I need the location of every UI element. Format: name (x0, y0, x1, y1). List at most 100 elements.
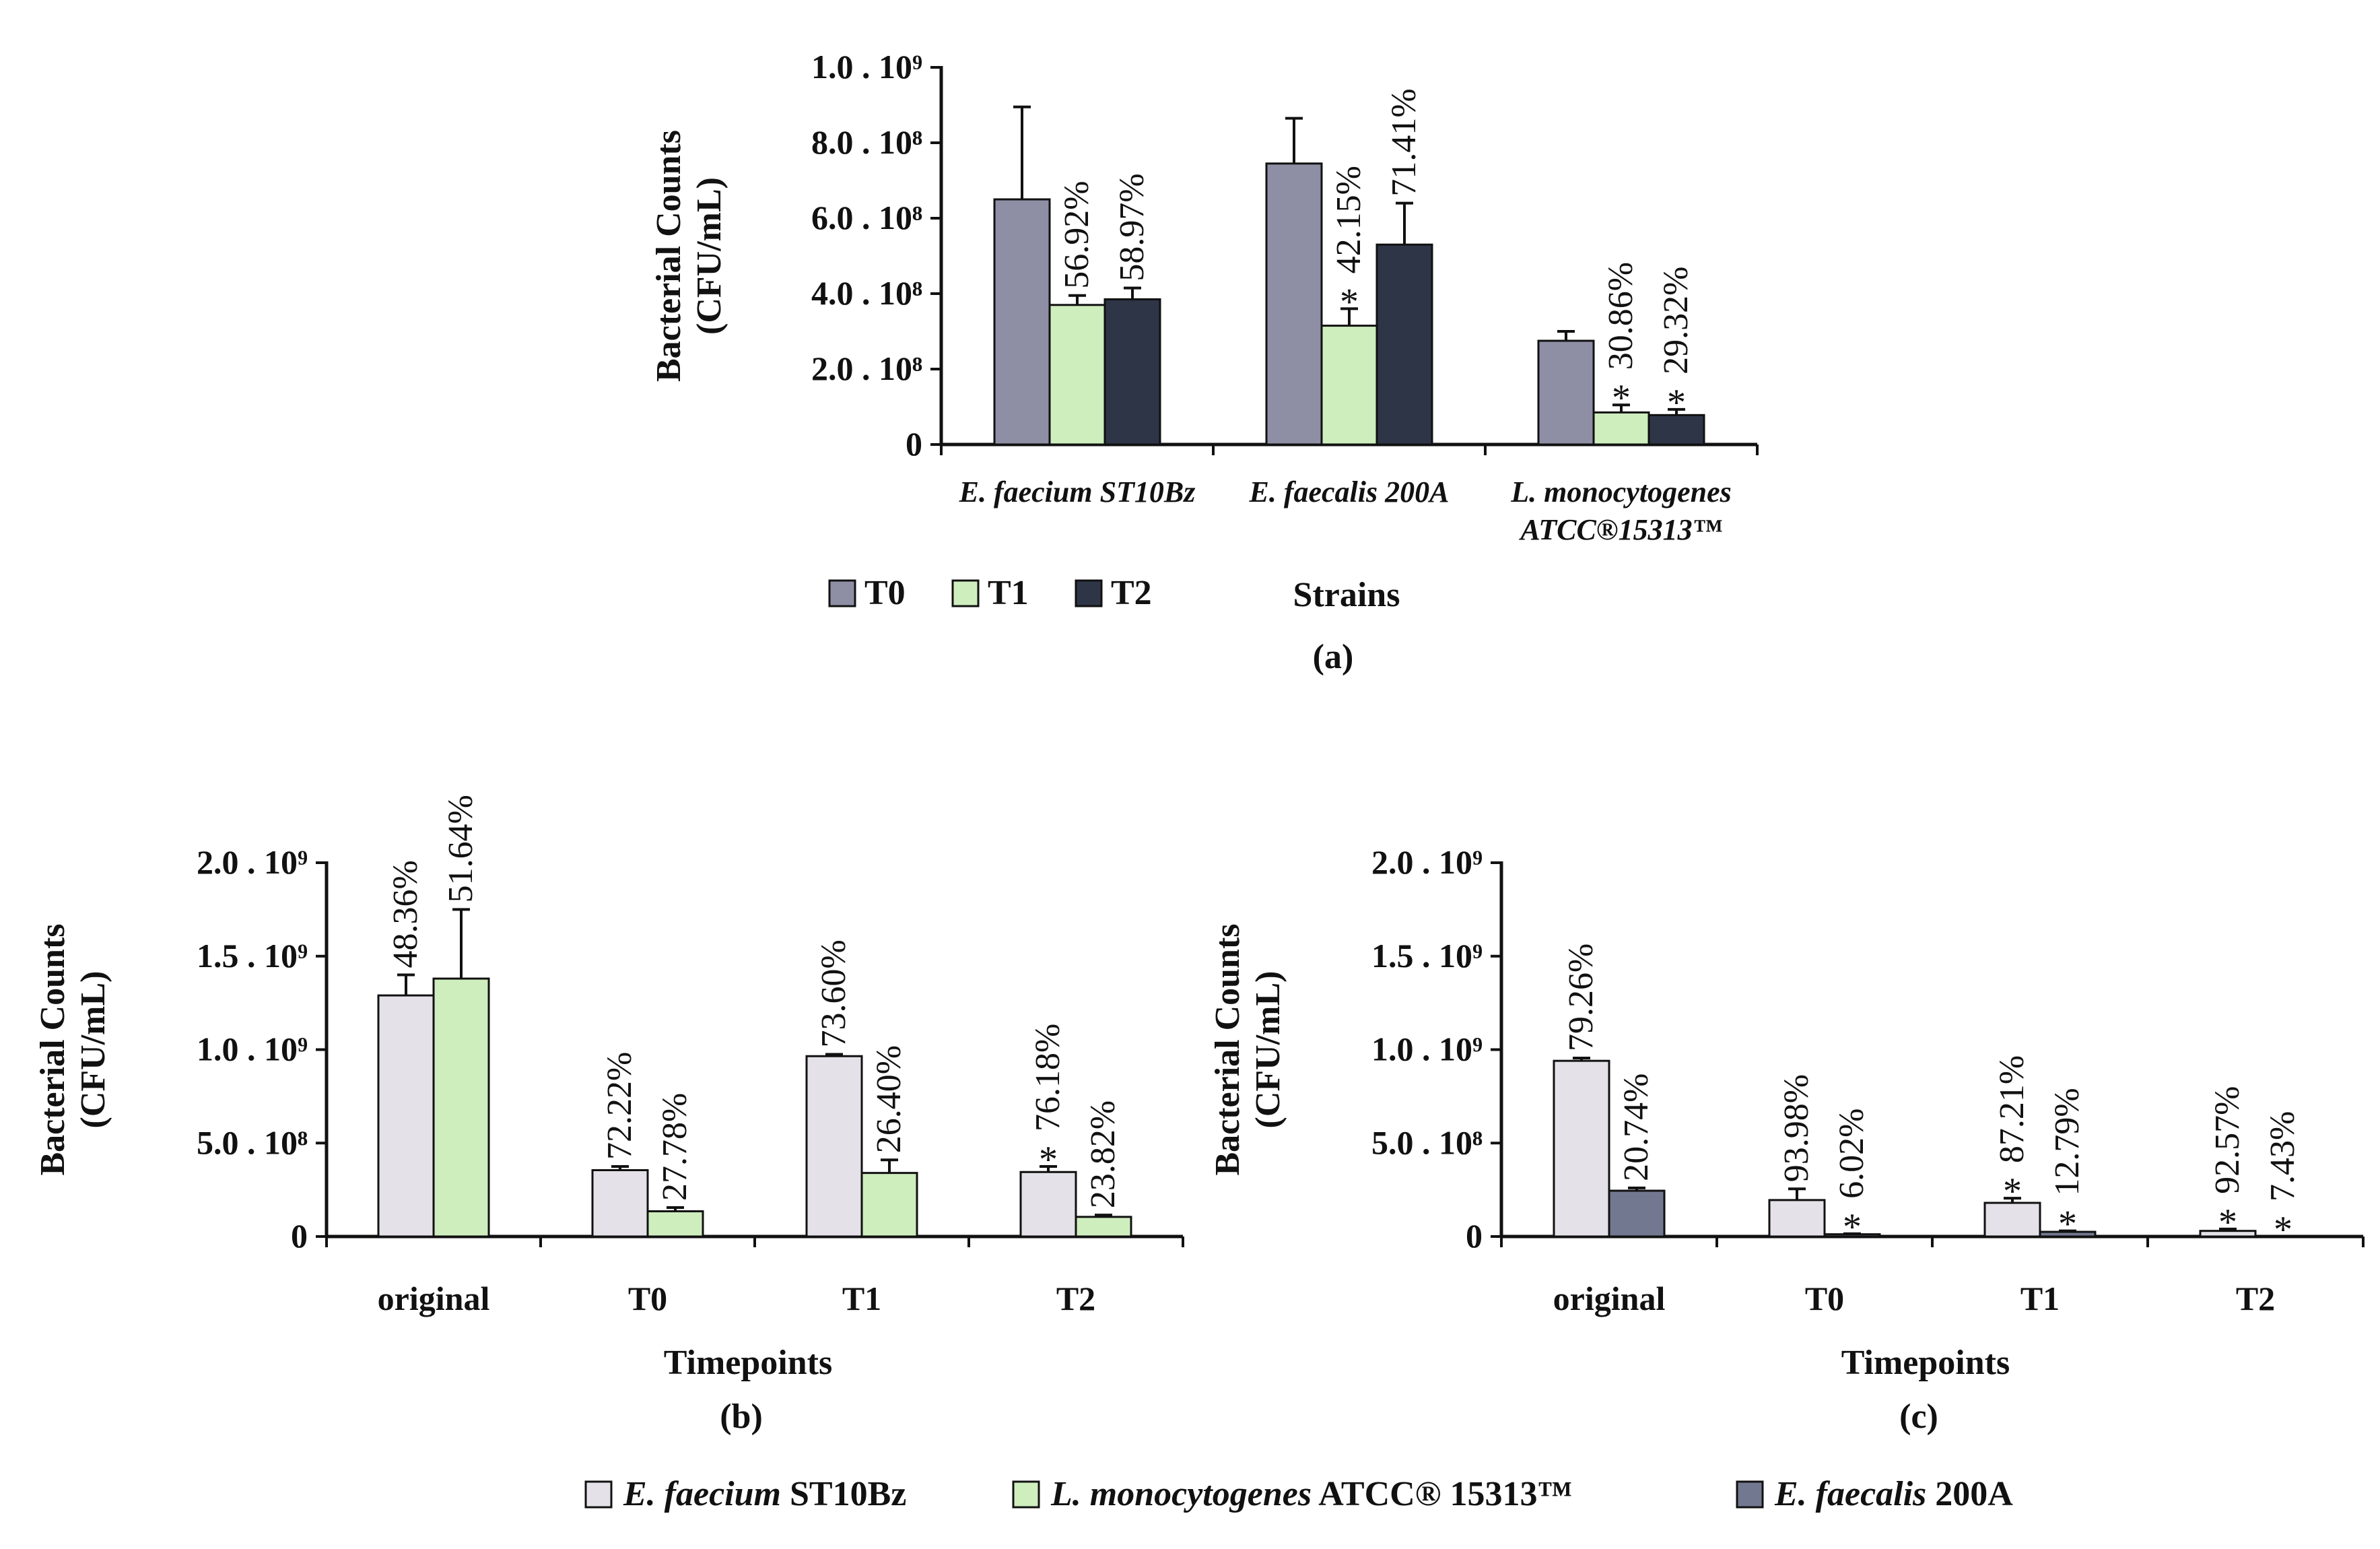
percent-label: 87.21% (1993, 1055, 2031, 1163)
percent-label: 71.41% (1385, 88, 1423, 196)
y-axis-label: (CFU/mL) (1249, 971, 1287, 1129)
legend-swatch (584, 1480, 613, 1509)
chart-c: 0 5.0 . 10⁸ 1.0 . 10⁹ 1.5 . 10⁹ 2.0 . 10⁹ 79.… (1209, 843, 2365, 1436)
category-label: original (1553, 1280, 1666, 1317)
bar (1375, 243, 1433, 446)
legend-swatch (951, 579, 980, 607)
percent-label: 23.82% (1084, 1100, 1122, 1208)
y-tick-label: 1.5 . 10⁹ (197, 937, 308, 975)
percent-label: 51.64% (442, 795, 480, 902)
category-label: T0 (1805, 1280, 1844, 1317)
significance-star: * (1667, 382, 1686, 424)
legend-swatch (1012, 1480, 1040, 1509)
y-tick-label: 1.5 . 10⁹ (1371, 937, 1483, 975)
significance-star: * (1340, 281, 1359, 323)
category-label: T2 (1056, 1280, 1095, 1317)
legend-label: E. faecium ST10Bz (623, 1475, 906, 1513)
panel-label: (a) (1313, 638, 1354, 676)
bar (377, 994, 435, 1238)
percent-label: 72.22% (601, 1052, 639, 1160)
y-tick-label: 1.0 . 10⁹ (197, 1030, 308, 1068)
percent-label: 30.86% (1602, 262, 1640, 370)
bar (432, 977, 490, 1238)
percent-label: 76.18% (1029, 1024, 1067, 1131)
x-axis-label: Strains (1293, 576, 1400, 614)
bar (805, 1055, 863, 1238)
bar (1592, 411, 1650, 446)
significance-star: * (2218, 1201, 2237, 1243)
y-axis-label: (CFU/mL) (690, 177, 728, 335)
y-tick-label: 2.0 . 10⁹ (1371, 843, 1483, 881)
percent-label: 42.15% (1330, 166, 1368, 273)
y-tick-label: 0 (291, 1217, 308, 1255)
percent-label: 12.79% (2048, 1088, 2086, 1195)
percent-label: 20.74% (1617, 1074, 1656, 1181)
panel-label: (c) (1899, 1397, 1938, 1436)
category-label: T0 (628, 1280, 667, 1317)
percent-label: 56.92% (1058, 180, 1096, 288)
significance-star: * (2003, 1171, 2022, 1212)
category-label: T1 (842, 1280, 881, 1317)
significance-star: * (1843, 1206, 1862, 1248)
chart-a: 0 2.0 . 10⁸ 4.0 . 10⁸ 6.0 . 10⁸ 8.0 . 10⁸ 1.0… (650, 48, 1759, 676)
legend-label: L. monocytogenes ATCC® 15313™ (1050, 1475, 1573, 1513)
y-tick-label: 2.0 . 10⁹ (197, 843, 308, 881)
percent-label: 92.57% (2208, 1086, 2247, 1194)
x-axis-label: Timepoints (1841, 1344, 2010, 1382)
legend-label: T2 (1111, 574, 1152, 612)
y-tick-label: 0 (906, 425, 922, 463)
bar (646, 1210, 704, 1238)
chart-b: 0 5.0 . 10⁸ 1.0 . 10⁹ 1.5 . 10⁹ 2.0 . 10⁹ 48.… (34, 795, 1184, 1436)
bar (860, 1172, 918, 1238)
significance-star: * (1612, 377, 1631, 419)
bar (1768, 1199, 1826, 1238)
percent-label: 93.98% (1777, 1074, 1816, 1182)
legend-a: T0 T1 T2 (828, 574, 1152, 612)
significance-star: * (2274, 1209, 2292, 1251)
legend-label: T0 (864, 574, 906, 612)
significance-star: * (2058, 1204, 2077, 1245)
significance-star: * (1039, 1139, 1058, 1181)
category-label: original (378, 1280, 490, 1317)
category-label: T1 (2020, 1280, 2060, 1317)
percent-label: 27.78% (656, 1093, 694, 1201)
bar (1103, 298, 1161, 446)
y-tick-label: 1.0 . 10⁹ (811, 48, 922, 86)
legend-swatch (1736, 1480, 1764, 1509)
y-tick-label: 2.0 . 10⁸ (811, 350, 922, 387)
legend-swatch (1075, 579, 1103, 607)
legend-swatch (828, 579, 856, 607)
y-tick-label: 5.0 . 10⁸ (1371, 1123, 1483, 1161)
y-axis-label: Bacterial Counts (34, 923, 72, 1175)
y-tick-label: 5.0 . 10⁸ (197, 1123, 308, 1161)
y-tick-label: 6.0 . 10⁸ (811, 199, 922, 236)
legend-label: T1 (988, 574, 1029, 612)
category-label: L. monocytogenes (1510, 475, 1732, 508)
y-axis-label: (CFU/mL) (74, 971, 112, 1129)
bar (1553, 1059, 1610, 1238)
y-tick-label: 4.0 . 10⁸ (811, 274, 922, 312)
bar (1048, 304, 1106, 446)
percent-label: 26.40% (870, 1045, 908, 1153)
category-label: ATCC®15313™ (1518, 513, 1722, 546)
y-tick-label: 8.0 . 10⁸ (811, 123, 922, 161)
percent-label: 48.36% (386, 860, 425, 968)
bar (1075, 1216, 1132, 1238)
legend-bottom: E. faecium ST10Bz L. monocytogenes ATCC® … (584, 1475, 2013, 1513)
bar (1537, 339, 1595, 446)
percent-label: 7.43% (2264, 1111, 2302, 1201)
bar (1320, 325, 1378, 446)
percent-label: 79.26% (1562, 944, 1600, 1051)
y-tick-label: 0 (1466, 1217, 1483, 1255)
legend-label: E. faecalis 200A (1774, 1475, 2013, 1513)
bar (591, 1168, 649, 1238)
bar (1608, 1189, 1666, 1238)
bar (993, 198, 1051, 446)
y-axis-label: Bacterial Counts (1209, 923, 1247, 1175)
y-tick-label: 1.0 . 10⁹ (1371, 1030, 1483, 1068)
bar (1019, 1171, 1077, 1238)
category-label: E. faecium ST10Bz (959, 475, 1196, 508)
category-label: T2 (2236, 1280, 2275, 1317)
percent-label: 29.32% (1657, 267, 1695, 374)
y-axis-label: Bacterial Counts (650, 130, 688, 382)
